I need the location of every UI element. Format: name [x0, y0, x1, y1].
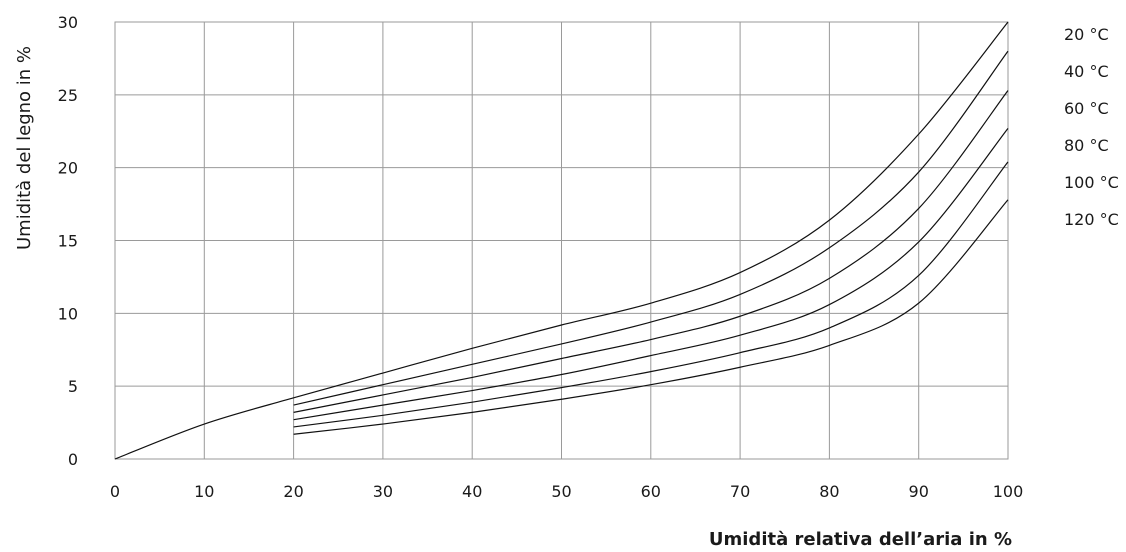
legend: 20 °C 40 °C 60 °C 80 °C 100 °C 120 °C — [1064, 25, 1119, 229]
x-tick-label: 0 — [110, 482, 120, 501]
x-tick-labels: 0 10 20 30 40 50 60 70 80 90 100 — [110, 482, 1023, 501]
y-tick-label: 25 — [58, 86, 78, 105]
x-tick-label: 30 — [373, 482, 393, 501]
y-tick-labels: 0 5 10 15 20 25 30 — [58, 13, 78, 469]
x-tick-label: 20 — [283, 482, 303, 501]
legend-entry: 100 °C — [1064, 173, 1119, 192]
series-line-2 — [293, 90, 1009, 413]
series-line-4 — [293, 161, 1009, 428]
x-tick-label: 60 — [641, 482, 661, 501]
legend-entry: 80 °C — [1064, 136, 1109, 155]
x-axis-title: Umidità relativa dell’aria in % — [709, 529, 1012, 550]
y-tick-label: 15 — [58, 232, 78, 251]
series-line-1 — [293, 50, 1009, 406]
series-line-3 — [293, 127, 1009, 421]
x-tick-label: 50 — [551, 482, 571, 501]
y-tick-label: 30 — [58, 13, 78, 32]
y-tick-label: 10 — [58, 304, 78, 323]
x-tick-label: 90 — [909, 482, 929, 501]
x-tick-label: 10 — [194, 482, 214, 501]
y-axis-title: Umidità del legno in % — [14, 46, 35, 250]
y-tick-label: 5 — [68, 377, 78, 396]
series-line-5 — [293, 199, 1009, 435]
series-line-0 — [114, 21, 1009, 460]
y-tick-label: 0 — [68, 450, 78, 469]
legend-entry: 40 °C — [1064, 62, 1109, 81]
x-tick-label: 80 — [819, 482, 839, 501]
x-tick-label: 70 — [730, 482, 750, 501]
grid — [114, 21, 1009, 460]
x-tick-label: 40 — [462, 482, 482, 501]
legend-entry: 60 °C — [1064, 99, 1109, 118]
y-tick-label: 20 — [58, 159, 78, 178]
series-curves — [114, 21, 1009, 460]
x-tick-label: 100 — [993, 482, 1024, 501]
legend-entry: 20 °C — [1064, 25, 1109, 44]
legend-entry: 120 °C — [1064, 210, 1119, 229]
